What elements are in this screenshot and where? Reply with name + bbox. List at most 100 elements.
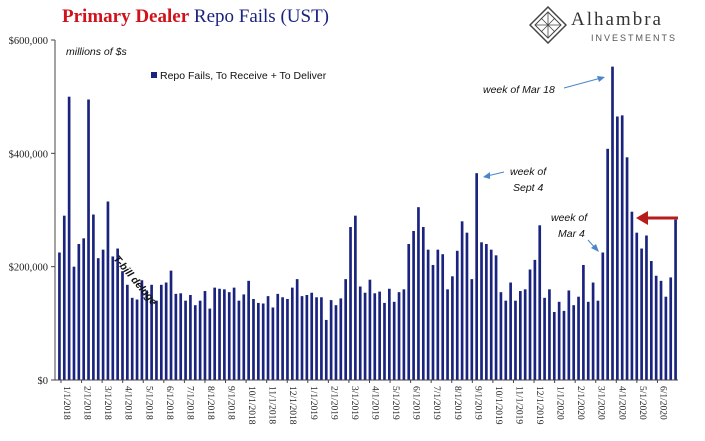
bar [232, 287, 236, 380]
y-axis: $0 $200,000 $400,000 $600,000 [9, 36, 56, 387]
bar [504, 300, 508, 380]
bar [82, 238, 86, 380]
bar [431, 264, 435, 380]
bar [533, 259, 537, 380]
bar [266, 296, 270, 380]
bar [87, 99, 90, 380]
x-tick-label: 4/1/2018 [123, 386, 133, 420]
bar [72, 266, 76, 380]
x-tick-label: 1/1/2018 [61, 386, 71, 420]
bar [635, 232, 639, 380]
bar [140, 280, 144, 380]
bar [203, 291, 207, 380]
bar [436, 249, 440, 380]
bar [92, 214, 95, 380]
bar [227, 292, 231, 380]
bar [349, 227, 352, 380]
bar [58, 252, 61, 380]
x-tick-label: 7/1/2018 [184, 386, 194, 420]
x-tick-label: 8/1/2018 [205, 386, 215, 420]
bar [126, 284, 129, 380]
bar [485, 244, 488, 380]
x-tick-label: 10/1/2018 [246, 386, 256, 425]
x-tick-label: 5/1/2020 [637, 386, 647, 420]
x-tick-label: 3/1/2020 [596, 386, 606, 420]
x-tick-label: 5/1/2018 [143, 386, 153, 420]
bar [339, 298, 343, 380]
bar [582, 264, 585, 380]
bar [460, 221, 464, 380]
bar [630, 211, 634, 380]
bar [121, 271, 124, 380]
bar [523, 289, 527, 380]
bar [586, 301, 590, 380]
y-tick-label: $0 [38, 376, 49, 387]
bar [417, 207, 420, 380]
bar [145, 290, 149, 380]
annotation-sept4-line2: Sept 4 [513, 182, 544, 194]
legend-label: Repo Fails, To Receive + To Deliver [160, 70, 327, 82]
bar [480, 242, 483, 380]
bar [616, 116, 619, 380]
bar [407, 244, 411, 380]
legend-swatch [151, 72, 157, 78]
bar [421, 227, 425, 380]
bar [193, 305, 197, 380]
chart-title-part1: Primary Dealer [62, 6, 190, 27]
bar [368, 279, 372, 380]
diamond-logo-icon [529, 6, 567, 44]
y-tick-label: $600,000 [9, 36, 48, 47]
x-tick-label: 3/1/2018 [102, 386, 112, 420]
legend: Repo Fails, To Receive + To Deliver [151, 70, 327, 82]
bar [596, 300, 600, 380]
bar [494, 255, 498, 380]
units-label: millions of $s [66, 46, 127, 58]
bar [290, 287, 294, 380]
bar [276, 293, 280, 380]
x-tick-label: 2/1/2020 [575, 386, 585, 420]
bar [150, 284, 153, 380]
bar [77, 244, 81, 380]
bar [300, 296, 304, 380]
x-tick-label: 11/1/2018 [267, 386, 277, 424]
x-tick-label: 2/1/2018 [82, 386, 92, 420]
bar [257, 302, 260, 380]
bar [606, 148, 609, 380]
bar [169, 270, 173, 380]
bar [320, 297, 323, 380]
bar [62, 215, 66, 380]
bar [383, 302, 386, 380]
bars-group [58, 66, 677, 381]
bar [358, 286, 362, 380]
bar [446, 289, 449, 380]
bar [295, 279, 299, 380]
bar [305, 295, 309, 380]
x-tick-label: 9/1/2019 [472, 386, 482, 420]
bar [223, 289, 226, 380]
annotation-mar18: week of Mar 18 [483, 84, 555, 96]
x-tick-label: 1/1/2019 [308, 386, 318, 420]
bar [664, 296, 668, 380]
x-tick-label: 4/1/2019 [370, 386, 380, 420]
bar [315, 297, 318, 380]
bar [281, 297, 284, 380]
bar [101, 249, 105, 380]
bar [174, 293, 178, 380]
bar [528, 269, 532, 380]
bar [363, 292, 367, 380]
x-tick-label: 12/1/2019 [534, 386, 544, 425]
bar [310, 292, 314, 380]
bar [179, 293, 183, 380]
bar [645, 235, 648, 380]
bar [392, 301, 396, 380]
company-logo: Alhambra INVESTMENTS [527, 6, 697, 46]
bar [659, 280, 663, 380]
bar [378, 291, 381, 380]
bar [577, 296, 580, 380]
bar [567, 290, 571, 380]
bar [242, 294, 246, 380]
bar [548, 289, 551, 380]
bar [111, 256, 115, 380]
bar [455, 250, 459, 380]
